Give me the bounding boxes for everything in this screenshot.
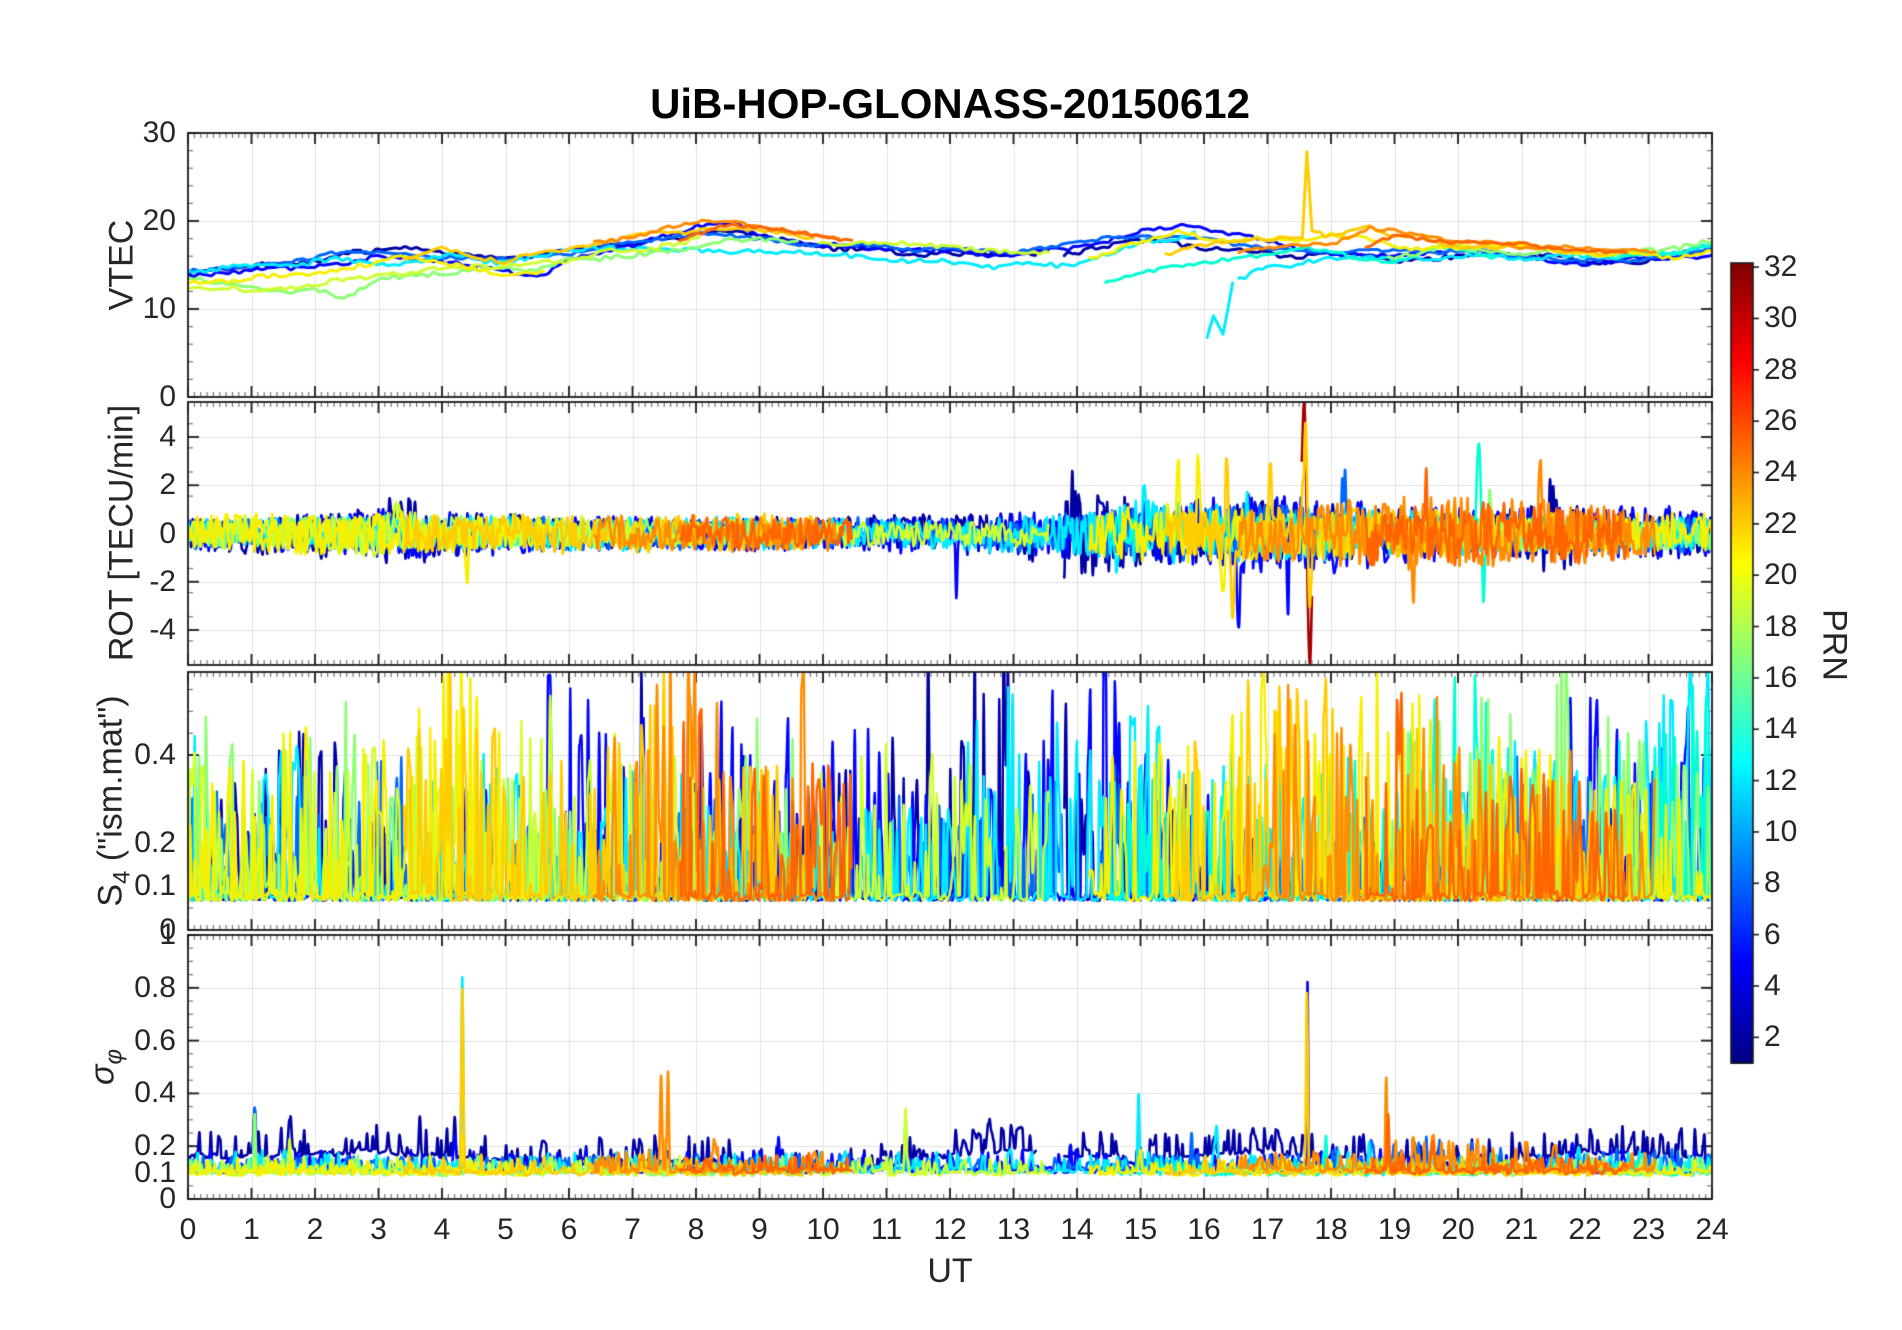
y-tick-label: 0 <box>159 516 176 550</box>
colorbar-tick-label: 30 <box>1764 301 1798 335</box>
y-tick-label: 0.8 <box>134 970 176 1004</box>
colorbar-tick-label: 4 <box>1764 968 1781 1002</box>
chart-title: UiB-HOP-GLONASS-20150612 <box>650 80 1250 127</box>
x-tick-label: 14 <box>1060 1213 1094 1246</box>
x-tick-label: 20 <box>1441 1213 1475 1246</box>
y-tick-label: 0 <box>159 380 176 413</box>
x-tick-label: 1 <box>243 1213 260 1246</box>
x-tick-label: 18 <box>1314 1213 1348 1246</box>
x-tick-label: 7 <box>624 1213 641 1246</box>
y-tick-label: 0.4 <box>134 1076 176 1110</box>
panel-s4 <box>188 672 1712 930</box>
colorbar-tick-label: 28 <box>1764 352 1798 386</box>
x-tick-label: 19 <box>1377 1213 1412 1246</box>
x-tick-label: 8 <box>687 1213 705 1246</box>
x-tick-label: 2 <box>306 1213 324 1246</box>
x-tick-label: 11 <box>870 1213 903 1246</box>
colorbar-tick-label: 8 <box>1764 866 1781 900</box>
colorbar-tick-label: 2 <box>1764 1020 1781 1054</box>
y-tick-label: 0.2 <box>134 1129 176 1163</box>
x-tick-label: 4 <box>433 1213 451 1246</box>
y-tick-label: 0.2 <box>134 825 176 859</box>
x-tick-label: 21 <box>1504 1213 1539 1246</box>
colorbar-tick-label: 20 <box>1764 558 1798 592</box>
x-tick-label: 6 <box>560 1213 578 1246</box>
y-tick-label: 0 <box>159 1182 176 1215</box>
colorbar-tick-label: 24 <box>1764 455 1798 489</box>
colorbar-tick-label: 6 <box>1764 917 1781 951</box>
x-tick-label: 16 <box>1187 1213 1221 1246</box>
colorbar-tick-label: 16 <box>1764 660 1798 694</box>
y-tick-label: -4 <box>149 613 176 646</box>
colorbar-tick-label: 22 <box>1764 506 1798 540</box>
y-tick-label: -2 <box>149 564 176 598</box>
colorbar-tick-label: 18 <box>1764 609 1798 643</box>
colorbar-tick-label: 12 <box>1764 763 1798 797</box>
x-tick-label: 3 <box>370 1213 387 1246</box>
y-tick-label: 0.1 <box>134 1155 176 1189</box>
x-tick-label: 9 <box>751 1213 768 1246</box>
colorbar-tick-label: 14 <box>1764 712 1798 746</box>
colorbar-tick-label: 10 <box>1764 814 1798 848</box>
x-tick-label: 5 <box>497 1213 514 1246</box>
x-tick-label: 0 <box>179 1213 197 1246</box>
y-tick-label: 1 <box>159 918 176 951</box>
x-tick-label: 13 <box>996 1213 1031 1246</box>
y-tick-label: 0.6 <box>134 1023 176 1057</box>
y-tick-label: 4 <box>159 419 176 453</box>
x-tick-label: 12 <box>933 1213 967 1246</box>
panel-sigma-phi <box>188 935 1712 1199</box>
x-tick-label: 15 <box>1123 1213 1158 1246</box>
y-tick-label: 10 <box>142 292 176 325</box>
x-tick-label: 10 <box>806 1213 840 1246</box>
y-tick-label: 0.4 <box>134 738 176 772</box>
x-tick-label: 24 <box>1695 1213 1729 1246</box>
colorbar-tick-label: 26 <box>1764 404 1798 438</box>
y-tick-label: 0.1 <box>134 869 176 903</box>
x-tick-label: 23 <box>1631 1213 1666 1246</box>
panel-rot <box>188 402 1712 665</box>
y-tick-label: 30 <box>142 116 176 149</box>
y-tick-label: 0 <box>159 913 176 946</box>
colorbar <box>1731 263 1753 1063</box>
x-tick-label: 17 <box>1250 1213 1285 1246</box>
x-axis-label: UT <box>927 1252 973 1290</box>
colorbar-tick-label: 32 <box>1764 250 1798 284</box>
y-tick-label: 20 <box>142 204 176 237</box>
x-tick-label: 22 <box>1568 1213 1602 1246</box>
panel-vtec <box>188 133 1712 397</box>
y-tick-label: 2 <box>159 468 176 502</box>
